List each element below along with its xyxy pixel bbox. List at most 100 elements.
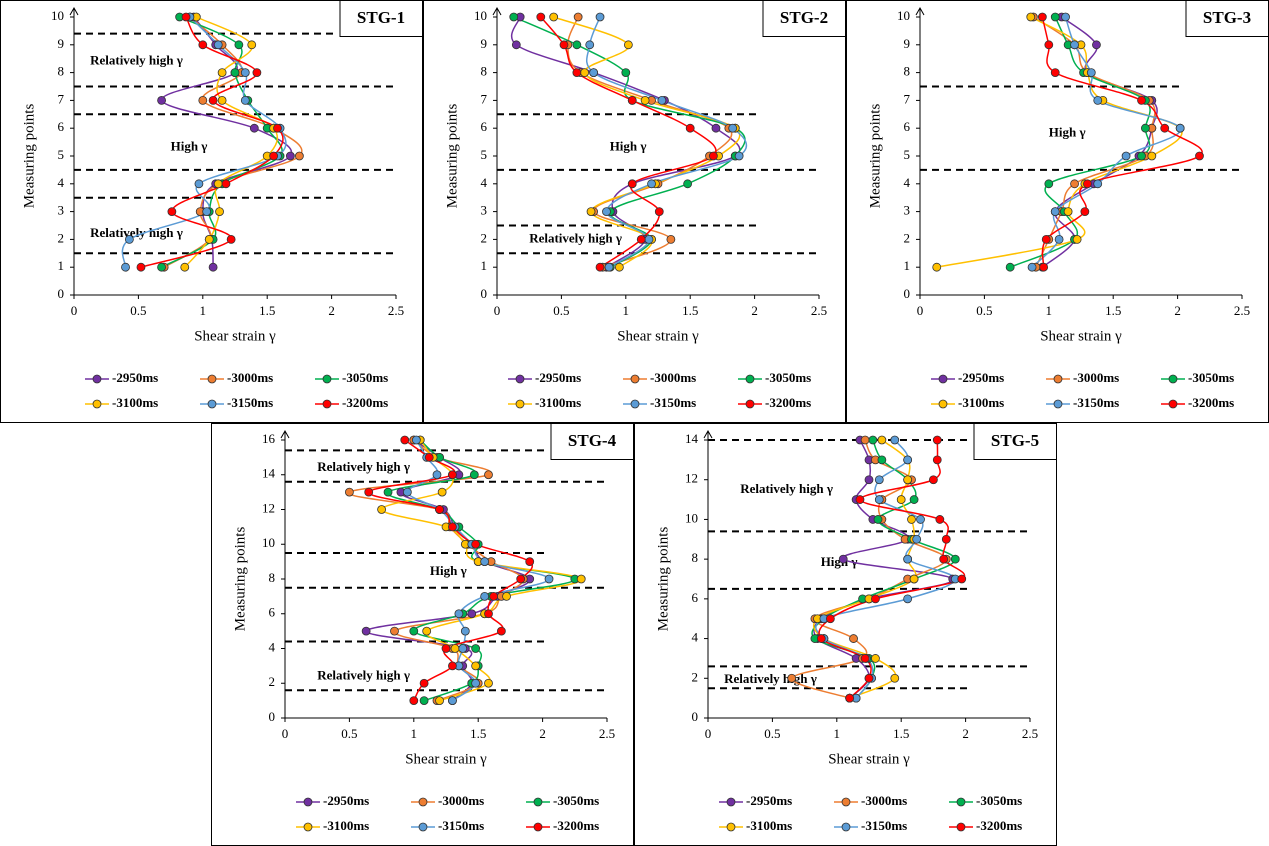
data-point [627,179,637,189]
data-point [860,435,870,445]
data-point [1147,151,1157,161]
legend-label: -3050ms [765,370,811,385]
x-tick-label: 0 [71,303,78,318]
data-point [377,505,387,514]
data-point [907,515,916,524]
x-axis-title: Shear strain γ [617,328,699,344]
data-point [460,626,470,636]
y-axis-arrow [280,429,290,439]
title-box [550,423,634,460]
data-point [708,151,718,161]
y-tick-label: 0 [481,286,488,301]
y-axis-arrow [69,6,79,16]
y-tick-label: 2 [481,230,488,245]
series-line [140,16,284,268]
data-point [896,495,906,504]
data-point [471,539,481,549]
legend-label: -3200ms [976,818,1022,833]
data-point [157,96,166,105]
y-tick-label: 1 [58,258,65,273]
legend-label: -3100ms [746,818,792,833]
x-tick-label: 1 [623,303,630,318]
x-axis-title: Shear strain γ [405,751,487,767]
y-tick-label: 8 [904,64,911,79]
data-point [549,12,559,22]
data-point [480,557,490,567]
y-axis-arrow [915,6,925,16]
data-point [234,40,244,50]
series-line [1031,16,1181,268]
data-point [928,475,938,485]
y-tick-label: 5 [58,147,65,162]
data-point [1005,262,1015,272]
data-point [226,234,236,244]
data-point [1027,262,1037,272]
data-point [1050,12,1060,22]
data-point [1083,179,1092,189]
legend-marker [956,822,966,832]
y-tick-label: 9 [481,36,488,51]
x-tick-label: 2.5 [1022,726,1038,741]
y-tick-label: 10 [262,535,275,550]
data-point [285,151,295,161]
data-point [1026,12,1036,22]
data-point [1137,151,1146,161]
legend-marker [207,399,217,409]
chart-panel: 0 0.5 1 1.5 2 2.5 0 2 4 6 8 10 12 14 16 Shear strain γ M… [211,423,634,846]
data-point [435,505,444,514]
y-tick-label: 8 [481,64,488,79]
y-tick-label: 10 [897,8,910,23]
x-tick-label: 1 [411,726,418,741]
y-tick-label: 2 [692,669,699,684]
x-tick-label: 1 [200,303,207,318]
legend-label: -3100ms [958,395,1004,410]
x-tick-label: 1.5 [1105,303,1121,318]
data-point [654,207,664,217]
series-line [553,16,741,268]
data-point [240,68,250,77]
y-axis-arrow [492,6,502,16]
data-point [909,495,919,504]
data-point [903,455,913,465]
data-point [871,654,880,663]
chart-panel: 0 0.5 1 1.5 2 2.5 0 1 2 3 4 5 6 7 8 9 10 Shear strain γ Me… [846,0,1269,423]
data-point [890,673,900,683]
data-point [484,678,493,688]
chart-panel: 0 0.5 1 1.5 2 2.5 0 1 2 3 4 5 6 7 8 9 10 Shear strain γ Me… [0,0,423,423]
x-tick-label: 2 [328,303,335,318]
data-point [435,696,444,706]
data-point [845,693,855,703]
data-point [932,262,942,272]
data-point [509,12,519,22]
data-point [1054,234,1064,244]
y-tick-label: 1 [904,258,911,273]
y-tick-label: 3 [58,203,65,218]
data-point [217,96,227,105]
series-line [510,16,741,268]
data-point [437,487,447,497]
x-tick-label: 1.5 [682,303,698,318]
data-point [1050,207,1060,217]
legend-label: -3050ms [976,793,1022,808]
data-point [448,522,457,532]
data-point [213,179,223,189]
legend-marker [418,822,428,832]
chart-title: STG-5 [991,431,1039,450]
y-tick-label: 4 [269,639,276,654]
data-point [1044,179,1054,189]
data-point [221,179,231,189]
data-point [559,40,569,50]
y-axis-title: Measuring points [21,104,37,209]
legend-label: -3000ms [438,793,484,808]
legend-marker [841,822,851,832]
data-point [208,96,218,105]
data-point [614,262,624,272]
data-point [273,123,282,133]
data-point [402,487,412,497]
y-tick-label: 10 [474,8,487,23]
legend-label: -3150ms [227,395,273,410]
data-point [728,123,738,133]
series-line [406,439,550,702]
data-point [217,68,227,77]
